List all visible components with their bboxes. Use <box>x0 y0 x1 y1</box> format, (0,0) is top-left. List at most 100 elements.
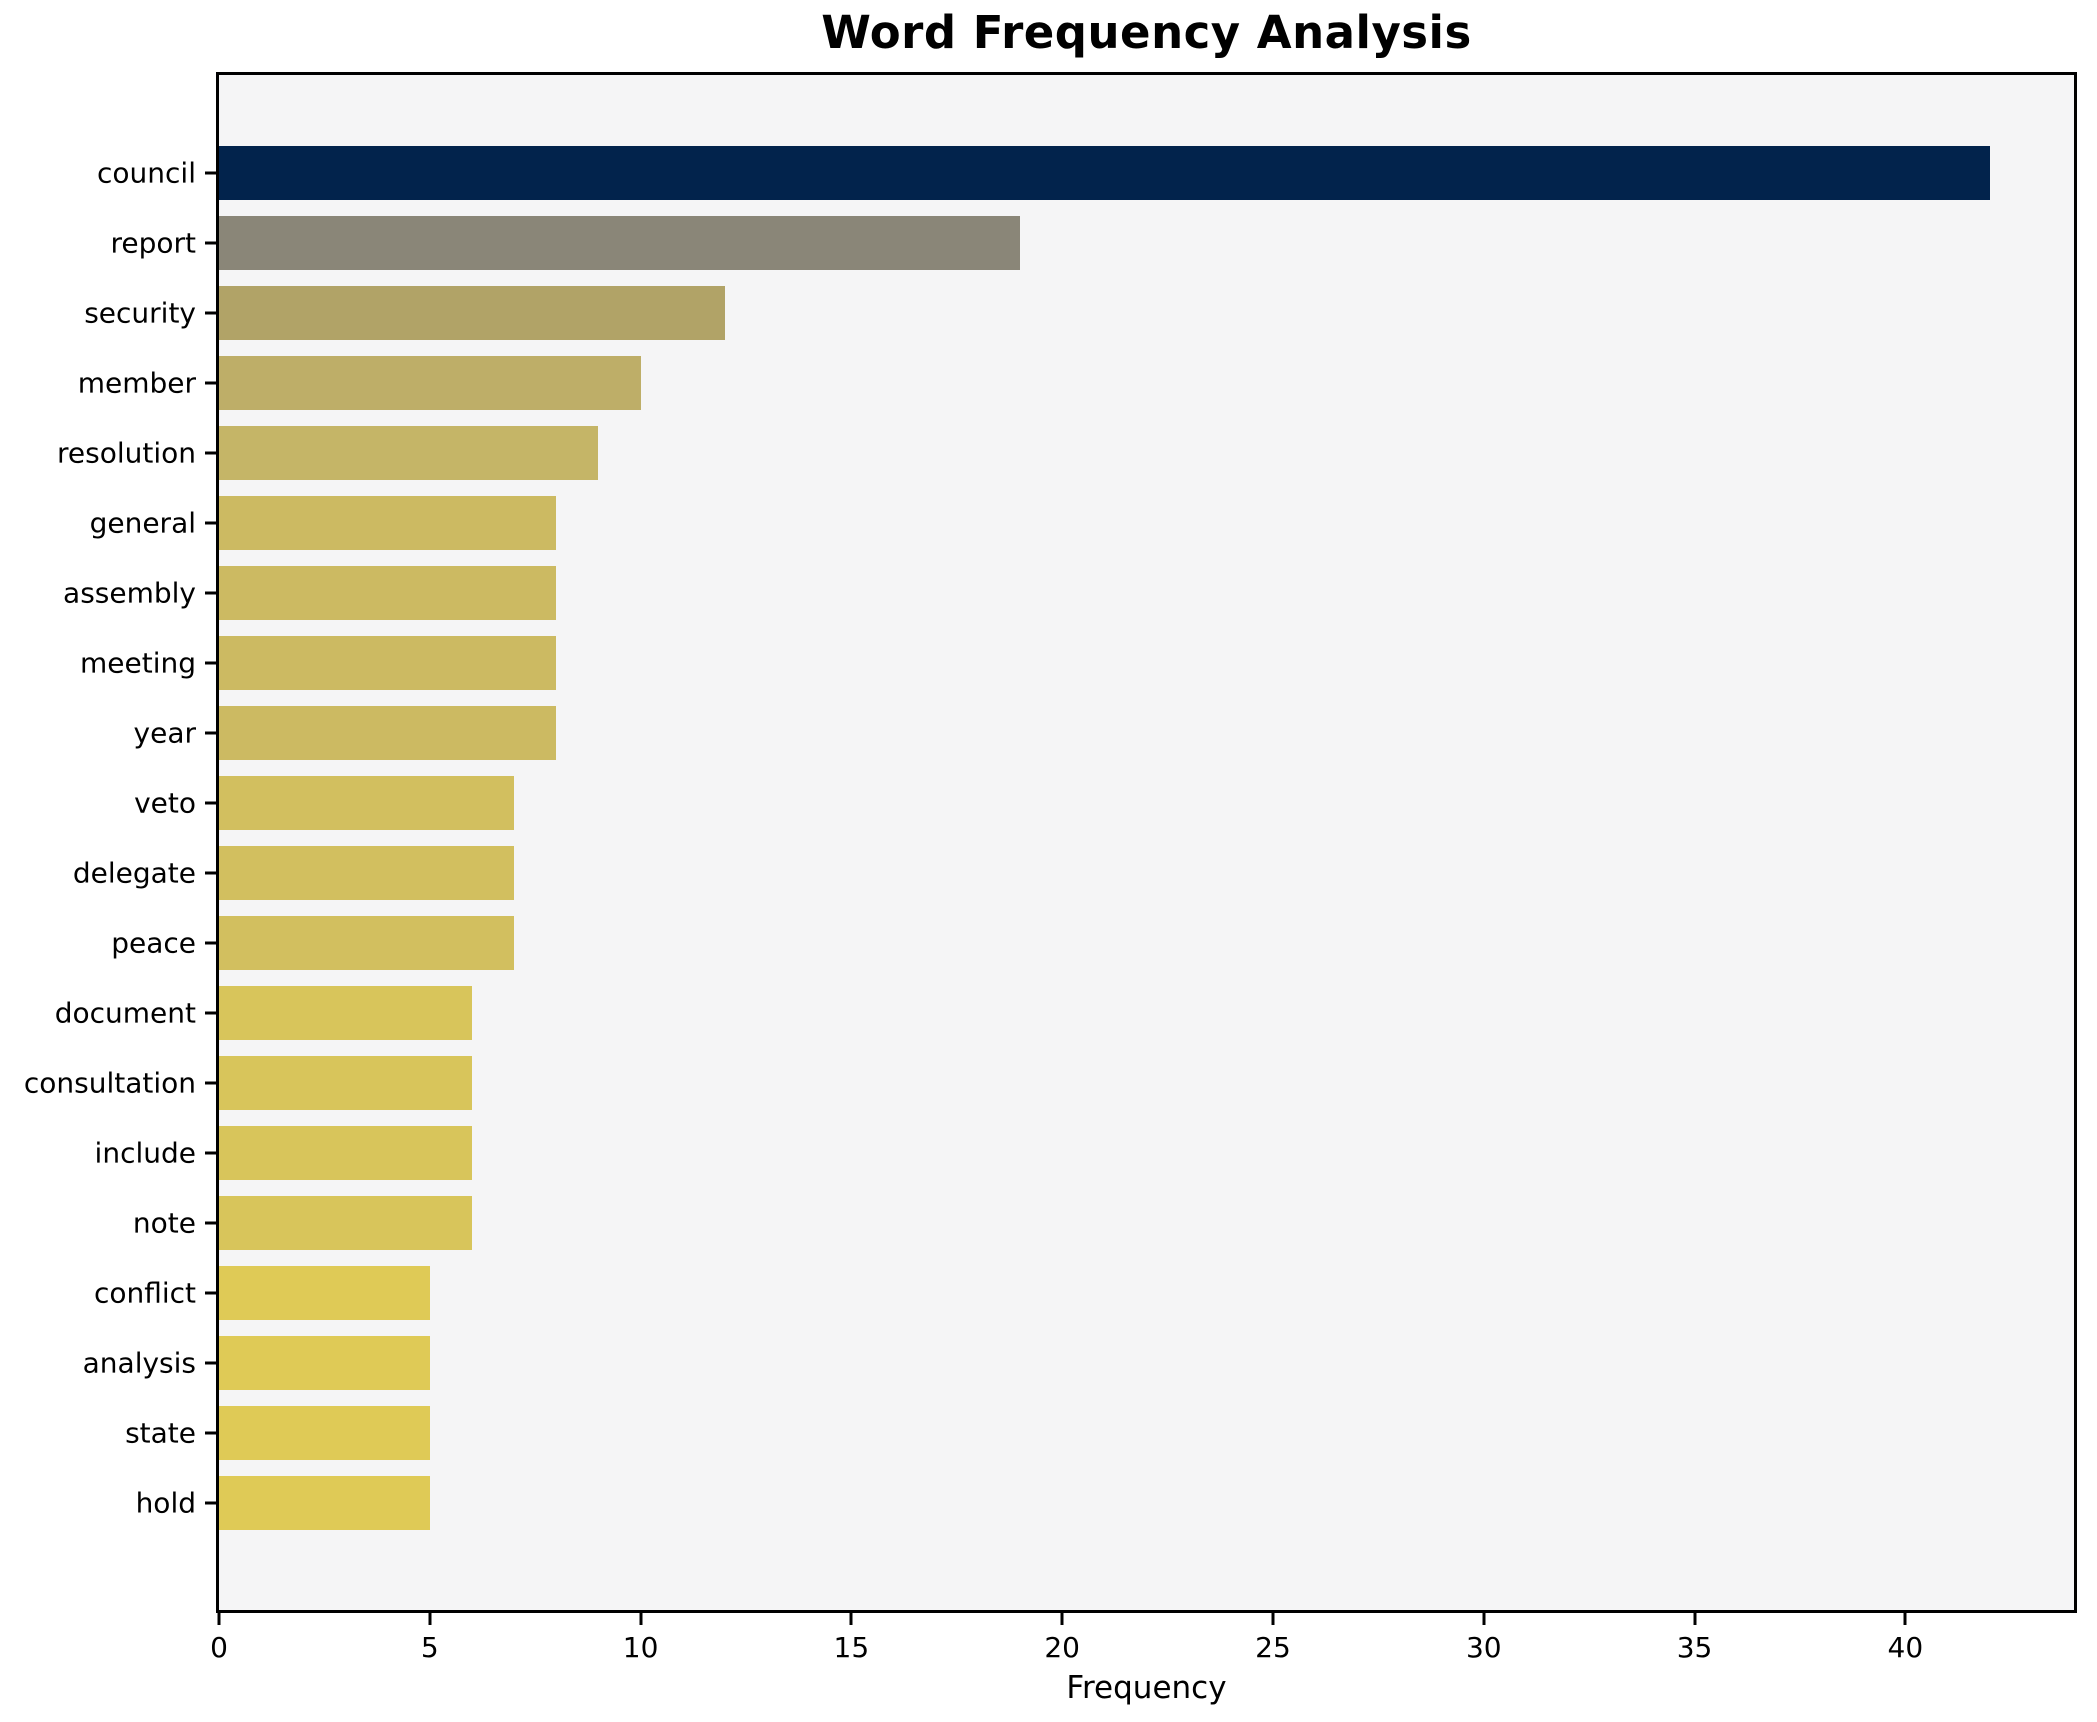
bar-row-conflict: conflict <box>94 1258 2074 1328</box>
y-tick-mark <box>205 1081 216 1085</box>
y-tick-mark <box>205 731 216 735</box>
y-tick-label-conflict: conflict <box>93 1276 196 1310</box>
y-tick-mark <box>205 1221 216 1225</box>
y-tick-mark <box>205 1431 216 1435</box>
y-tick-mark <box>205 941 216 945</box>
y-tick-label-delegate: delegate <box>72 856 196 890</box>
x-tick-mark <box>1693 1613 1697 1625</box>
x-tick-mark <box>1903 1613 1907 1625</box>
y-tick-label-council: council <box>97 156 196 190</box>
y-tick-label-report: report <box>110 226 196 260</box>
bar-row-veto: veto <box>134 768 2074 838</box>
y-tick-label-peace: peace <box>111 926 196 960</box>
y-tick-label-general: general <box>89 506 196 540</box>
y-tick-label-year: year <box>133 716 196 750</box>
bar-include <box>219 1125 472 1181</box>
bar-row-general: general <box>90 488 2074 558</box>
y-tick-mark <box>205 1011 216 1015</box>
y-tick-label-document: document <box>54 996 196 1030</box>
y-tick-mark <box>205 381 216 385</box>
y-tick-label-note: note <box>132 1206 196 1240</box>
bar-resolution <box>219 425 599 481</box>
x-tick-label: 25 <box>1255 1631 1291 1664</box>
y-tick-label-resolution: resolution <box>56 436 196 470</box>
bar-report <box>219 215 1021 271</box>
bar-row-member: member <box>78 348 2074 418</box>
y-tick-mark <box>205 801 216 805</box>
x-tick-mark <box>428 1613 432 1625</box>
bar-row-report: report <box>110 208 2074 278</box>
y-tick-mark <box>205 311 216 315</box>
y-tick-mark <box>205 171 216 175</box>
bar-row-resolution: resolution <box>57 418 2074 488</box>
bar-row-include: include <box>95 1118 2074 1188</box>
y-tick-mark <box>205 1291 216 1295</box>
x-tick-mark <box>849 1613 853 1625</box>
x-tick-mark <box>1482 1613 1486 1625</box>
y-tick-label-veto: veto <box>134 786 196 820</box>
x-tick-label: 35 <box>1676 1631 1713 1664</box>
y-tick-label-security: security <box>84 296 196 330</box>
bar-delegate <box>219 845 515 901</box>
bar-security <box>219 285 725 341</box>
x-axis-label: Frequency <box>1066 1670 1227 1706</box>
bar-row-year: year <box>134 698 2074 768</box>
y-tick-label-include: include <box>94 1136 196 1170</box>
y-tick-label-assembly: assembly <box>63 576 196 610</box>
bar-row-analysis: analysis <box>83 1328 2074 1398</box>
x-tick-label: 30 <box>1465 1631 1502 1664</box>
bar-conflict <box>219 1265 430 1321</box>
plot-area: council report security member resolution gen… <box>24 72 2077 1613</box>
bar-row-state: state <box>125 1398 2074 1468</box>
bar-row-peace: peace <box>111 908 2074 978</box>
bar-row-meeting: meeting <box>80 628 2074 698</box>
bar-row-hold: hold <box>136 1468 2074 1538</box>
bar-analysis <box>219 1335 430 1391</box>
bar-general <box>219 495 557 551</box>
y-tick-label-state: state <box>125 1416 196 1450</box>
y-tick-mark <box>205 241 216 245</box>
bar-row-note: note <box>133 1188 2074 1258</box>
y-tick-mark <box>205 1501 216 1505</box>
y-tick-mark <box>205 1151 216 1155</box>
bar-note <box>219 1195 472 1251</box>
x-tick-mark <box>639 1613 643 1625</box>
bar-year <box>219 705 557 761</box>
x-tick-label: 5 <box>420 1631 439 1664</box>
x-tick-label: 40 <box>1887 1631 1924 1664</box>
bar-row-security: security <box>84 278 2074 348</box>
x-tick-label: 15 <box>833 1631 870 1664</box>
bar-row-consultation: consultation <box>24 1048 2074 1118</box>
bar-peace <box>219 915 515 971</box>
bar-meeting <box>219 635 557 691</box>
chart-title: Word Frequency Analysis <box>821 6 1472 59</box>
y-tick-label-hold: hold <box>135 1486 196 1520</box>
y-tick-mark <box>205 1361 216 1365</box>
bar-member <box>219 355 641 411</box>
y-tick-mark <box>205 661 216 665</box>
bar-document <box>219 985 472 1041</box>
bar-veto <box>219 775 515 831</box>
y-tick-label-analysis: analysis <box>82 1346 196 1380</box>
x-tick-label: 20 <box>1044 1631 1080 1664</box>
y-tick-mark <box>205 871 216 875</box>
x-tick-mark <box>1271 1613 1275 1625</box>
bar-state <box>219 1405 430 1461</box>
x-tick-mark <box>1060 1613 1064 1625</box>
y-tick-mark <box>205 451 216 455</box>
bar-row-document: document <box>55 978 2074 1048</box>
bar-hold <box>219 1475 430 1531</box>
bar-row-council: council <box>97 138 2074 208</box>
y-tick-mark <box>205 591 216 595</box>
bar-row-delegate: delegate <box>73 838 2074 908</box>
y-tick-label-meeting: meeting <box>79 646 196 680</box>
bar-council <box>219 145 1990 201</box>
bar-row-assembly: assembly <box>63 558 2074 628</box>
bar-assembly <box>219 565 557 621</box>
x-tick-label: 10 <box>622 1631 659 1664</box>
y-tick-label-consultation: consultation <box>23 1066 196 1100</box>
y-tick-label-member: member <box>77 366 196 400</box>
bar-consultation <box>219 1055 472 1111</box>
y-tick-mark <box>205 521 216 525</box>
